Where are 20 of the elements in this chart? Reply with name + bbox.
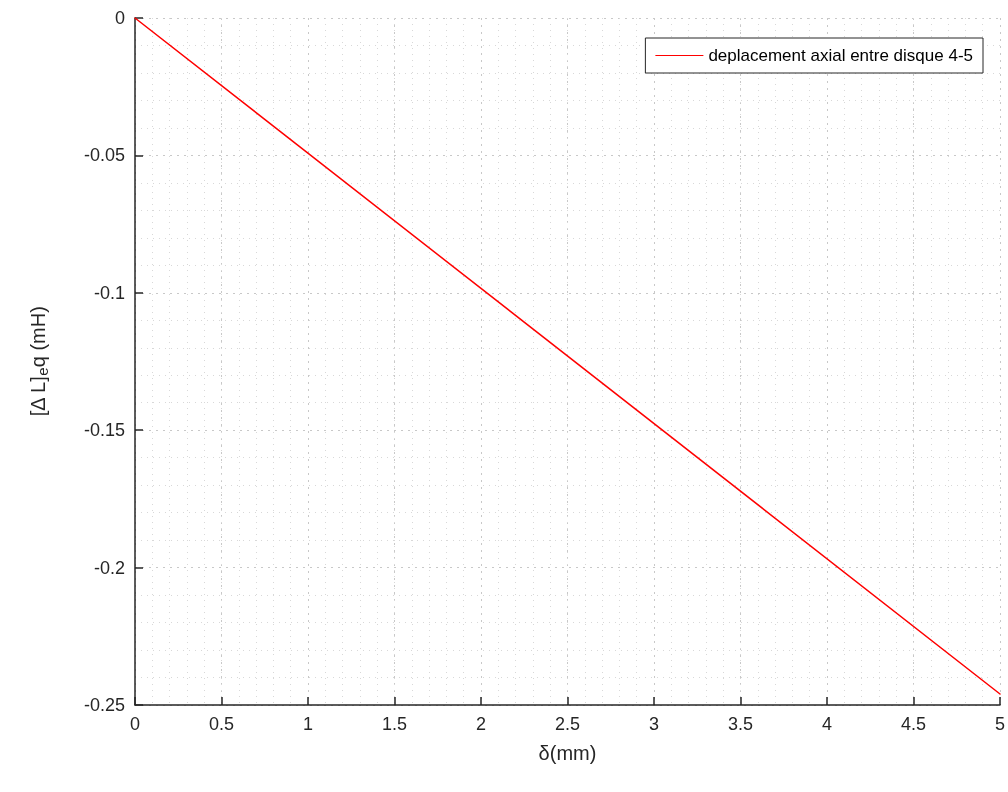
y-tick-label: -0.25 <box>83 695 125 715</box>
x-tick-label: 4 <box>821 714 832 734</box>
x-tick-label: 0.5 <box>208 714 235 734</box>
x-axis-title: δ(mm) <box>538 742 597 764</box>
x-tick-label: 1.5 <box>381 714 408 734</box>
y-tick-label: -0.2 <box>93 557 125 578</box>
y-tick-label: 0 <box>114 8 125 28</box>
x-tick-label: 4.5 <box>900 714 927 734</box>
x-tick-label: 5 <box>994 714 1005 734</box>
y-tick-label: -0.1 <box>93 282 125 303</box>
y-axis-title: [Δ L]eq (mH) <box>26 306 51 417</box>
x-tick-label: 2 <box>475 714 487 734</box>
x-tick-label: 3 <box>648 714 659 734</box>
x-tick-label: 2.5 <box>554 714 581 734</box>
x-tick-label: 3.5 <box>727 714 754 734</box>
x-tick-label: 0 <box>129 714 141 734</box>
legend-label: deplacement axial entre disque 4-5 <box>708 46 974 65</box>
x-tick-label: 1 <box>302 714 314 734</box>
y-tick-label: -0.05 <box>83 145 125 166</box>
y-tick-label: -0.15 <box>83 420 125 441</box>
